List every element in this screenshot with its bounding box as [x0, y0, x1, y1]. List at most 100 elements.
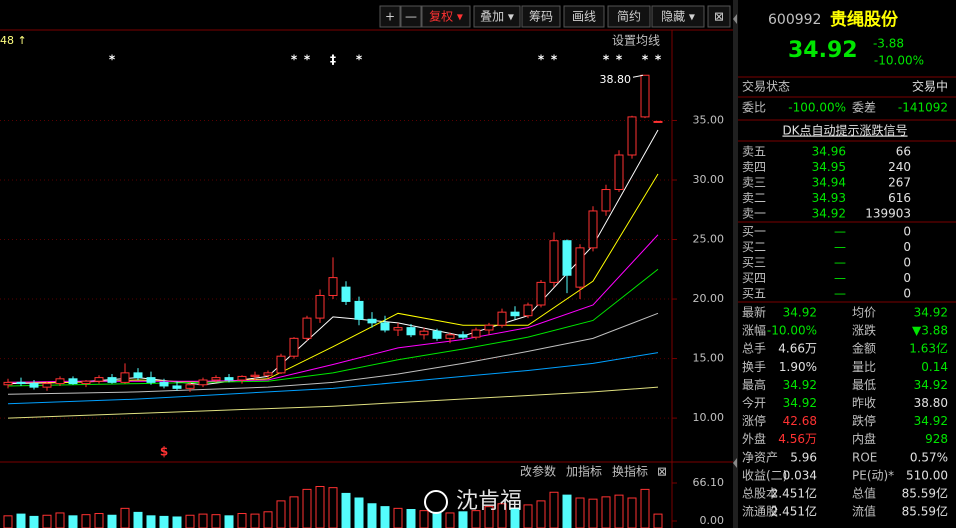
- toolbar-button[interactable]: [563, 5, 605, 28]
- volume-bar: [601, 496, 611, 528]
- panel-splitter[interactable]: [733, 0, 738, 528]
- volume-bar: [484, 506, 494, 528]
- toolbar-button[interactable]: [379, 5, 401, 28]
- volume-bar: [263, 511, 273, 528]
- toolbar-button[interactable]: [607, 5, 651, 28]
- volume-bar: [380, 506, 390, 528]
- moving-average: [7, 386, 659, 419]
- corner-note: 48 ↑: [0, 34, 27, 47]
- volume-bar: [42, 514, 52, 528]
- stat-label: 昨收: [852, 396, 876, 410]
- toolbar-button[interactable]: [651, 5, 705, 28]
- book-label: 卖二: [742, 191, 766, 205]
- candle-body: [445, 334, 455, 339]
- y-tick-label: 35.00: [693, 113, 725, 126]
- candle-body: [276, 355, 286, 374]
- event-marker[interactable]: *: [291, 53, 298, 67]
- book-price: —: [834, 271, 846, 285]
- candle-body: [640, 74, 650, 118]
- book-label: 卖五: [742, 145, 766, 159]
- book-volume: 0: [903, 271, 911, 285]
- stat-label: 总股本: [742, 487, 778, 501]
- stat-value: 34.92: [783, 396, 817, 410]
- stat-value: 4.66万: [778, 342, 817, 356]
- stat-label: 涨幅: [742, 323, 766, 338]
- volume-bar: [536, 500, 546, 528]
- candle-body: [133, 372, 143, 379]
- toolbar-label[interactable]: 简约: [617, 9, 641, 24]
- volume-bar: [432, 511, 442, 528]
- toolbar-label[interactable]: —: [405, 10, 417, 24]
- event-marker[interactable]: *: [642, 53, 649, 67]
- volume-bar: [575, 497, 585, 528]
- toolbar-button[interactable]: [473, 5, 521, 28]
- book-label: 买三: [742, 256, 766, 270]
- indicator-button[interactable]: 加指标: [566, 464, 602, 479]
- candle-body: [302, 317, 312, 339]
- volume-bar: [458, 511, 468, 528]
- stock-name: 贵绳股份: [830, 9, 899, 30]
- volume-tick-label: 0.00: [700, 514, 725, 527]
- stat-label: ROE: [852, 450, 877, 464]
- indicator-button[interactable]: 换指标: [612, 464, 648, 479]
- volume-bar: [354, 497, 364, 528]
- candle-body: [263, 372, 273, 376]
- event-marker[interactable]: *: [304, 53, 311, 67]
- toolbar-label[interactable]: 隐藏 ▾: [661, 10, 695, 24]
- event-marker[interactable]: *: [109, 53, 116, 67]
- candle-body: [16, 381, 26, 385]
- toolbar-button[interactable]: [400, 5, 422, 28]
- stat-label: 净资产: [742, 450, 778, 464]
- volume-bar: [3, 515, 13, 528]
- toolbar-label[interactable]: 叠加 ▾: [480, 10, 514, 24]
- volume-bar: [315, 486, 325, 528]
- book-price: 34.94: [812, 176, 846, 190]
- candle-body: [315, 294, 325, 319]
- indicator-button[interactable]: ⊠: [657, 465, 667, 479]
- event-marker[interactable]: *: [603, 53, 610, 67]
- signal-marker: $: [160, 445, 168, 459]
- volume-bar: [341, 492, 351, 528]
- book-price: —: [834, 225, 846, 239]
- status-label: 交易状态: [742, 79, 790, 94]
- book-label: 卖三: [742, 176, 766, 190]
- y-tick-label: 20.00: [693, 292, 725, 305]
- volume-bar: [172, 516, 182, 528]
- event-marker[interactable]: *: [655, 53, 662, 67]
- indicator-button[interactable]: 改参数: [520, 464, 556, 479]
- toolbar-button[interactable]: [421, 5, 471, 28]
- stat-label: 总手: [742, 342, 766, 356]
- toolbar-button[interactable]: [521, 5, 561, 28]
- toolbar-label[interactable]: 筹码: [529, 10, 553, 24]
- book-label: 买四: [742, 271, 766, 285]
- toolbar-label[interactable]: 画线: [572, 10, 596, 24]
- y-tick-label: 10.00: [693, 411, 725, 424]
- moving-average: [7, 352, 659, 405]
- event-marker[interactable]: *: [356, 53, 363, 67]
- toolbar-label[interactable]: 复权 ▾: [429, 10, 463, 24]
- event-marker[interactable]: *: [538, 53, 545, 67]
- stat-label: 换手: [742, 360, 766, 374]
- toolbar-label[interactable]: ⊠: [714, 10, 724, 24]
- stat-value: 2.451亿: [771, 504, 817, 519]
- toolbar-button[interactable]: [707, 5, 731, 28]
- stat-value: 0.034: [783, 468, 817, 482]
- toolbar-label[interactable]: +: [385, 10, 395, 24]
- candle-body: [159, 381, 169, 387]
- volume-bar: [393, 507, 403, 528]
- stat-label: 流值: [852, 504, 876, 519]
- ma-setting[interactable]: 设置均线: [612, 34, 660, 48]
- candle-body: [536, 281, 546, 306]
- candle-body: [458, 334, 468, 338]
- book-price: 34.92: [812, 207, 846, 221]
- event-marker[interactable]: *: [616, 53, 623, 67]
- event-marker[interactable]: ‡: [330, 53, 336, 67]
- stat-value: 34.92: [783, 306, 817, 320]
- signal-link[interactable]: DK点自动提示涨跌信号: [782, 123, 907, 138]
- book-volume: 139903: [865, 207, 911, 221]
- candle-body: [367, 318, 377, 324]
- candle-body: [497, 311, 507, 326]
- stat-value: ▼3.88: [912, 324, 948, 338]
- event-marker[interactable]: *: [551, 53, 558, 67]
